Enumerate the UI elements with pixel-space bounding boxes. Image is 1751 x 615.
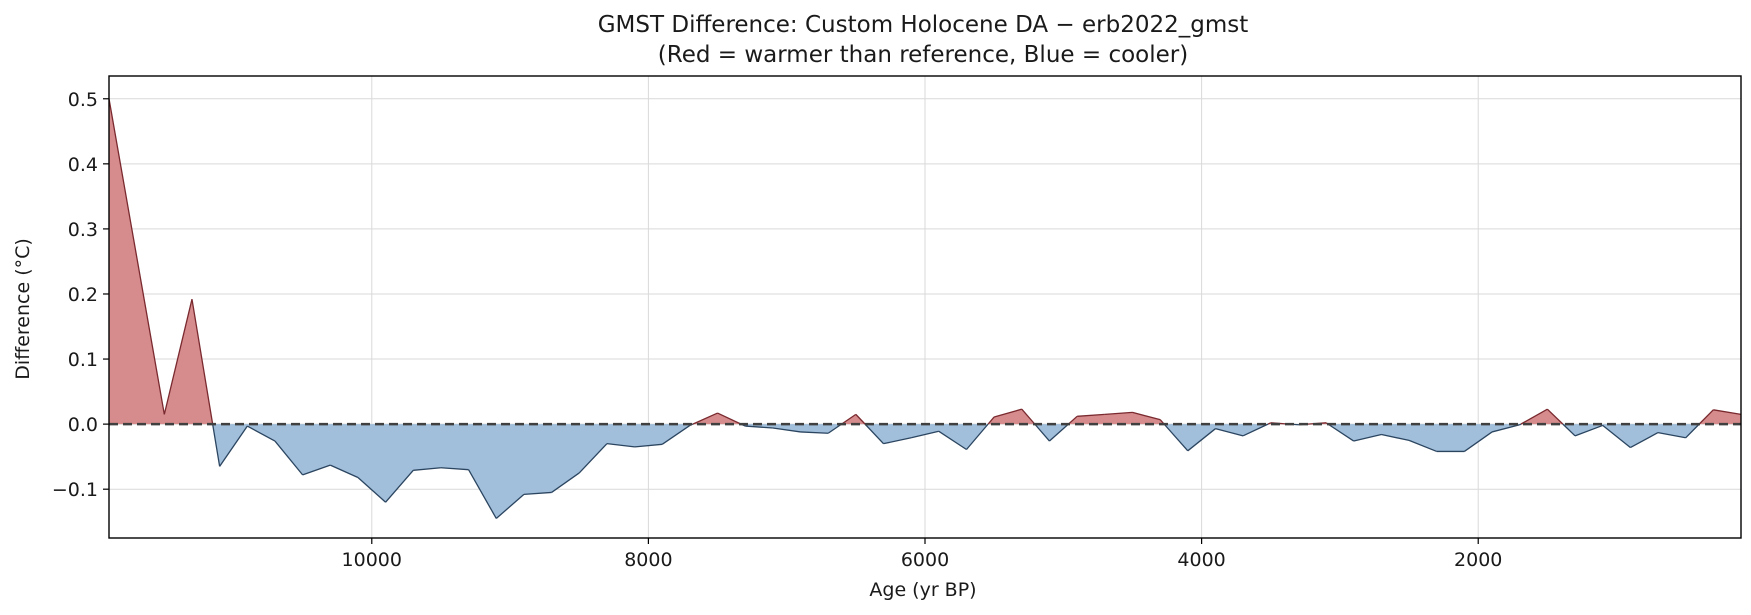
cool-segment: [1034, 423, 1050, 442]
warm-segment: [191, 299, 214, 425]
negative-area: [109, 424, 1741, 519]
x-tick-label: 8000: [624, 549, 672, 571]
cool-segment: [1562, 423, 1576, 437]
warm-segment: [1698, 409, 1714, 425]
cool-segment: [965, 423, 989, 450]
y-tick-label: 0.2: [68, 284, 98, 306]
cool-segment: [938, 430, 967, 451]
x-tick-label: 10000: [342, 549, 402, 571]
cool-segment: [523, 491, 552, 496]
warm-segment: [841, 413, 857, 425]
cool-segment: [1187, 428, 1216, 452]
y-tick-label: 0.5: [68, 89, 98, 111]
warm-segment: [1132, 411, 1161, 421]
warm-segment: [1713, 409, 1742, 416]
warm-segment: [855, 413, 866, 425]
cool-segment: [1408, 439, 1437, 453]
warm-segment: [717, 412, 742, 425]
warm-segment: [993, 408, 1022, 418]
warm-segment: [1546, 408, 1564, 425]
cool-segment: [302, 464, 331, 476]
cool-segment: [246, 425, 276, 442]
cool-segment: [1630, 432, 1659, 449]
cool-segment: [1491, 424, 1520, 433]
y-tick-label: 0.3: [68, 219, 98, 241]
cool-segment: [468, 469, 497, 519]
warm-segment: [1021, 408, 1036, 425]
cool-segment: [864, 423, 884, 445]
chart-title: GMST Difference: Custom Holocene DA − er…: [598, 12, 1249, 38]
cool-segment: [661, 424, 691, 445]
cool-segment: [745, 425, 773, 429]
x-tick-label: 4000: [1177, 549, 1225, 571]
cool-segment: [1163, 423, 1189, 452]
cool-segment: [385, 469, 414, 503]
cool-segment: [440, 467, 469, 471]
cool-segment: [1353, 433, 1382, 442]
cool-segment: [1602, 424, 1631, 449]
warm-segment: [692, 412, 718, 425]
x-axis-ticks: 10000 8000 6000 4000 2000: [342, 538, 1502, 571]
warm-segment: [1267, 422, 1272, 425]
cool-segment: [827, 423, 842, 434]
cool-segment: [1049, 423, 1069, 442]
cool-segment: [219, 425, 248, 467]
y-tick-label: −0.1: [52, 479, 98, 501]
cool-segment: [772, 427, 801, 433]
cool-segment: [212, 424, 221, 467]
y-tick-label: 0.1: [68, 349, 98, 371]
cool-segment: [1381, 433, 1410, 442]
cool-segment: [274, 440, 304, 476]
cool-segment: [800, 431, 829, 434]
cool-segment: [551, 472, 580, 493]
cool-segment: [495, 493, 525, 519]
cool-segment: [1657, 431, 1686, 439]
cool-segment: [1242, 423, 1269, 437]
x-tick-label: 2000: [1454, 549, 1502, 571]
warm-segment: [108, 98, 165, 415]
cool-segment: [1215, 428, 1244, 437]
cool-segment: [357, 476, 387, 503]
cool-segment: [1464, 431, 1493, 452]
cool-segment: [634, 443, 663, 448]
difference-line: [108, 98, 1742, 519]
x-tick-label: 6000: [901, 549, 949, 571]
warm-segment: [1104, 411, 1133, 416]
cool-segment: [883, 437, 912, 445]
cool-segment: [578, 443, 608, 474]
warm-segment: [163, 299, 193, 415]
y-tick-label: 0.4: [68, 154, 98, 176]
cool-segment: [911, 430, 939, 439]
x-axis-label: Age (yr BP): [869, 579, 976, 601]
cool-segment: [1519, 423, 1522, 426]
cool-segment: [1574, 424, 1603, 437]
cool-segment: [413, 467, 441, 471]
y-axis-label: Difference (°C): [12, 238, 34, 380]
cool-segment: [1327, 423, 1355, 442]
warm-segment: [1067, 415, 1078, 425]
cool-segment: [1685, 423, 1700, 439]
difference-area: [109, 98, 1741, 519]
y-axis-ticks: −0.1 0.0 0.1 0.2 0.3 0.4 0.5: [52, 89, 109, 501]
chart-subtitle: (Red = warmer than reference, Blue = coo…: [658, 42, 1188, 68]
cool-segment: [330, 464, 359, 479]
warm-segment: [987, 416, 995, 425]
cool-segment: [606, 443, 635, 448]
warm-segment: [1077, 413, 1105, 417]
warm-segment: [1520, 408, 1548, 425]
y-tick-label: 0.0: [68, 414, 98, 436]
